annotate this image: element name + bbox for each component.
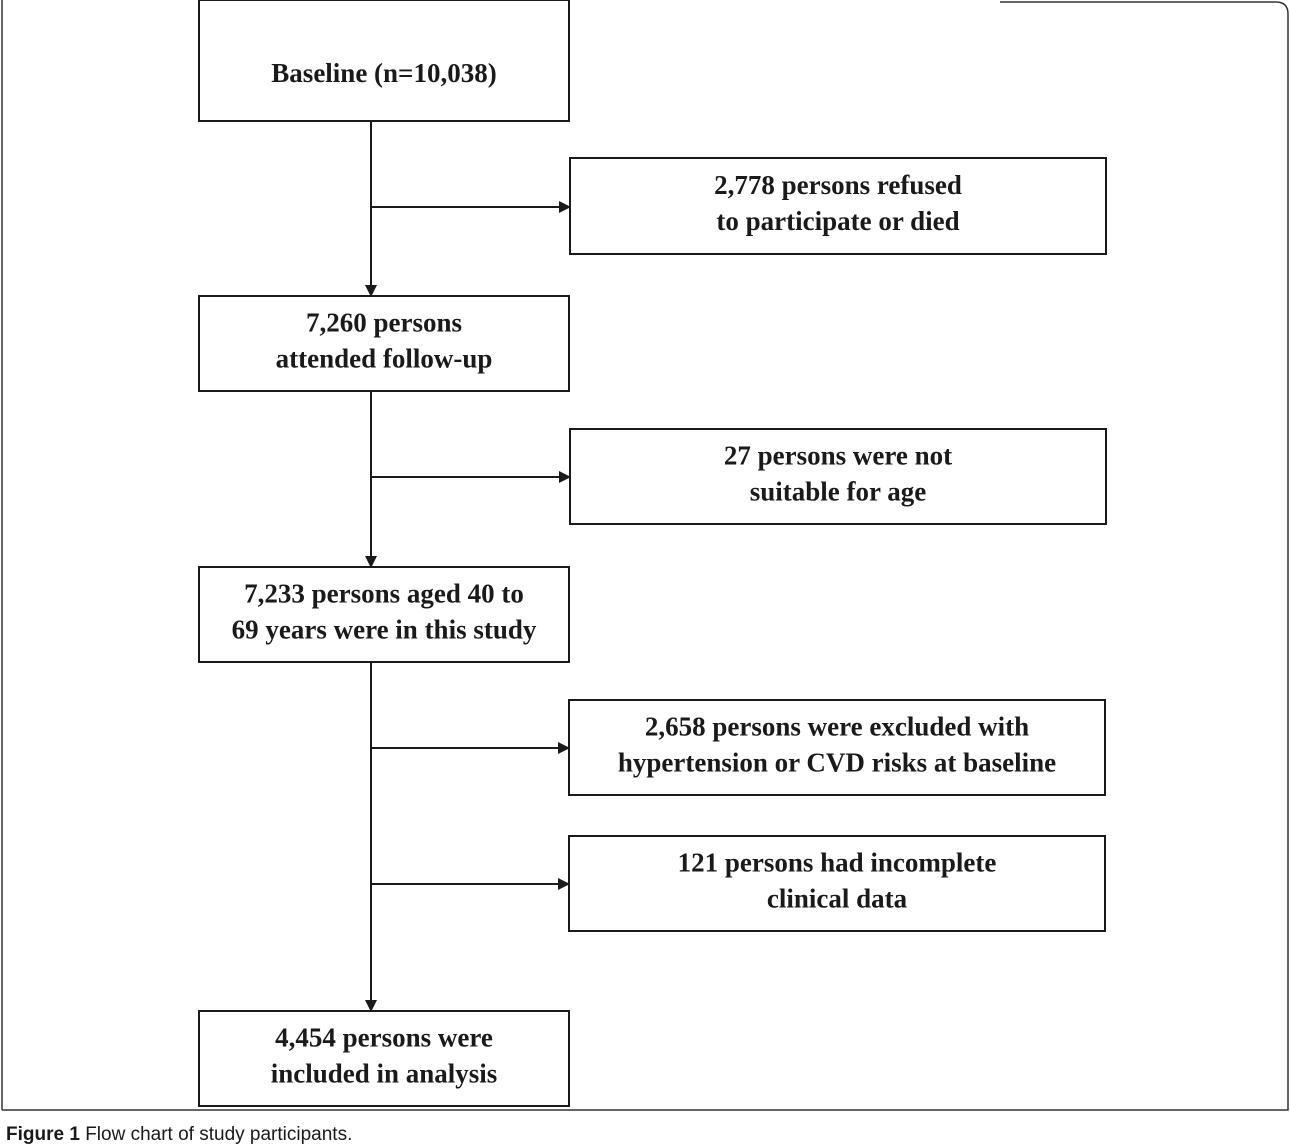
caption-text: Flow chart of study participants. bbox=[85, 1124, 352, 1145]
caption: Figure 1 Flow chart of study participant… bbox=[6, 1124, 352, 1145]
box-text: 2,778 persons refused bbox=[714, 170, 962, 200]
box-text: clinical data bbox=[767, 884, 908, 914]
box-text: Baseline (n=10,038) bbox=[271, 58, 496, 88]
box-text: included in analysis bbox=[271, 1059, 498, 1089]
box-text: 27 persons were not bbox=[724, 441, 952, 471]
flow-box bbox=[198, 0, 570, 122]
flow-box bbox=[198, 566, 570, 663]
flow-box bbox=[198, 1010, 570, 1107]
caption-label: Figure 1 bbox=[6, 1124, 80, 1145]
box-text: 7,260 persons bbox=[306, 308, 462, 338]
flow-box bbox=[198, 295, 570, 392]
box-text: 7,233 persons aged 40 to bbox=[244, 579, 524, 609]
box-text: 2,658 persons were excluded with bbox=[645, 712, 1029, 742]
flow-box bbox=[568, 835, 1106, 932]
frame bbox=[1, 0, 1289, 1111]
flow-box bbox=[568, 699, 1106, 796]
flowchart: Baseline (n=10,038) 2,778 persons refused… bbox=[198, 0, 1107, 1107]
box-text: to participate or died bbox=[716, 206, 959, 236]
box-text: 4,454 persons were bbox=[275, 1023, 493, 1053]
box-text: 69 years were in this study bbox=[232, 615, 537, 645]
flow-box bbox=[569, 428, 1107, 525]
box-text: hypertension or CVD risks at baseline bbox=[618, 748, 1056, 778]
box-text: 121 persons had incomplete bbox=[678, 848, 997, 878]
flow-box bbox=[569, 157, 1107, 255]
box-text: attended follow-up bbox=[276, 344, 493, 374]
box-text: suitable for age bbox=[750, 477, 927, 507]
